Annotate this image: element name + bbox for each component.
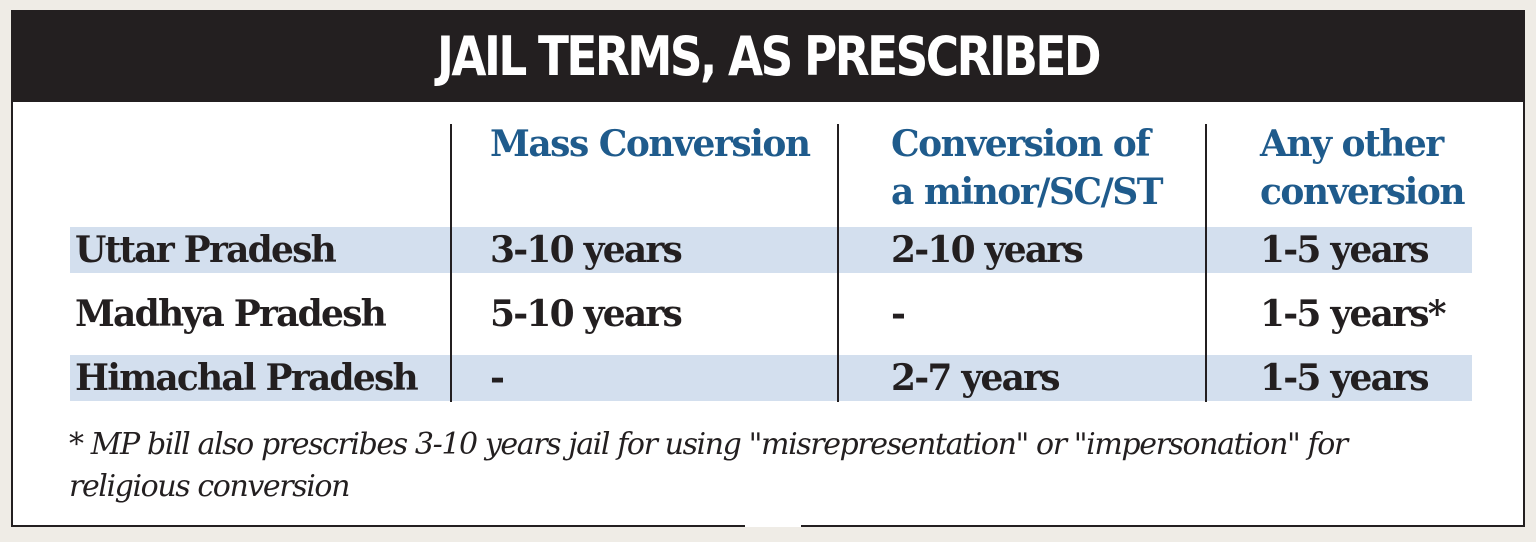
cell-mass-himachal-pradesh: - xyxy=(490,357,505,399)
footnote: * MP bill also prescribes 3-10 years jai… xyxy=(69,427,1348,504)
row-state-uttar-pradesh: Uttar Pradesh xyxy=(75,229,337,271)
cell-minor-uttar-pradesh: 2-10 years xyxy=(891,229,1084,271)
title-banner: JAIL TERMS, AS PRESCRIBED xyxy=(13,12,1523,102)
column-divider xyxy=(837,124,839,402)
cell-other-uttar-pradesh: 1-5 years xyxy=(1260,229,1430,271)
cell-mass-uttar-pradesh: 3-10 years xyxy=(490,229,683,271)
row-state-himachal-pradesh: Himachal Pradesh xyxy=(75,357,419,399)
page-title: JAIL TERMS, AS PRESCRIBED xyxy=(437,25,1101,88)
jail-terms-card: JAIL TERMS, AS PRESCRIBED Mass Conversio… xyxy=(11,10,1525,527)
column-divider xyxy=(1205,124,1207,402)
cell-other-himachal-pradesh: 1-5 years xyxy=(1260,357,1430,399)
column-header-other-conversion: Any other conversion xyxy=(1260,123,1466,213)
cell-other-madhya-pradesh: 1-5 years* xyxy=(1260,293,1447,335)
column-header-minor-sc-st: Conversion of a minor/SC/ST xyxy=(891,123,1164,213)
row-band-uttar-pradesh xyxy=(70,227,1472,273)
column-divider xyxy=(450,124,452,402)
border-gap xyxy=(745,523,801,527)
column-header-mass-conversion: Mass Conversion xyxy=(490,123,811,165)
cell-minor-himachal-pradesh: 2-7 years xyxy=(891,357,1061,399)
cell-minor-madhya-pradesh: - xyxy=(891,293,906,335)
cell-mass-madhya-pradesh: 5-10 years xyxy=(490,293,683,335)
row-state-madhya-pradesh: Madhya Pradesh xyxy=(75,293,387,335)
row-band-himachal-pradesh xyxy=(70,355,1472,401)
